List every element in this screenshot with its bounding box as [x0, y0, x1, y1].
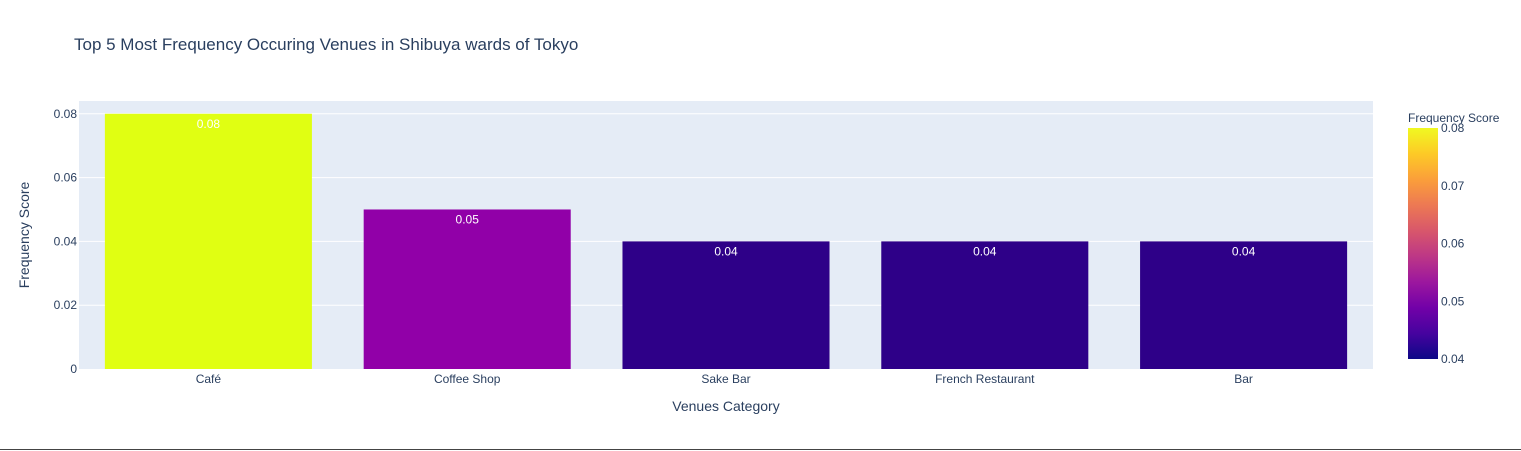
colorbar-tick-label: 0.05	[1441, 294, 1465, 308]
bars: 0.08 0.05 0.04 0.04 0.04	[104, 113, 1348, 369]
colorbar-tick-label: 0.04	[1441, 352, 1465, 366]
x-axis-ticks: Café Coffee Shop Sake Bar French Restaurant…	[196, 372, 1253, 386]
colorbar-tick-label: 0.06	[1441, 237, 1465, 251]
bar	[104, 113, 312, 369]
x-tick-label: Café	[196, 372, 222, 386]
y-axis-ticks: 0 0.02 0.04 0.06 0.08	[54, 107, 78, 376]
bar-value-label: 0.08	[197, 117, 221, 131]
bar	[622, 241, 830, 369]
bar	[881, 241, 1089, 369]
colorbar-gradient	[1408, 128, 1438, 359]
bar	[1140, 241, 1348, 369]
x-tick-label: French Restaurant	[935, 372, 1035, 386]
colorbar-title: Frequency Score	[1408, 111, 1500, 125]
y-tick-label: 0.04	[54, 234, 78, 248]
bar	[363, 209, 571, 369]
bar-value-label: 0.04	[714, 244, 738, 258]
colorbar-tick-label: 0.08	[1441, 121, 1465, 135]
y-axis-title: Frequency Score	[16, 181, 32, 288]
x-axis-title: Venues Category	[672, 398, 779, 414]
bar-value-label: 0.04	[973, 244, 997, 258]
x-tick-label: Sake Bar	[701, 372, 750, 386]
colorbar-ticks: 0.04 0.05 0.06 0.07 0.08	[1441, 121, 1465, 366]
y-tick-label: 0.02	[54, 298, 78, 312]
colorbar-tick-label: 0.07	[1441, 179, 1465, 193]
bottom-border	[0, 449, 1521, 450]
chart-title: Top 5 Most Frequency Occuring Venues in …	[74, 35, 578, 54]
colorbar: Frequency Score 0.04 0.05 0.06 0.07 0.08	[1408, 111, 1500, 366]
x-tick-label: Bar	[1234, 372, 1253, 386]
y-tick-label: 0	[70, 362, 77, 376]
y-tick-label: 0.06	[54, 171, 78, 185]
bar-value-label: 0.05	[456, 212, 480, 226]
y-tick-label: 0.08	[54, 107, 78, 121]
x-tick-label: Coffee Shop	[434, 372, 501, 386]
bar-value-label: 0.04	[1232, 244, 1256, 258]
